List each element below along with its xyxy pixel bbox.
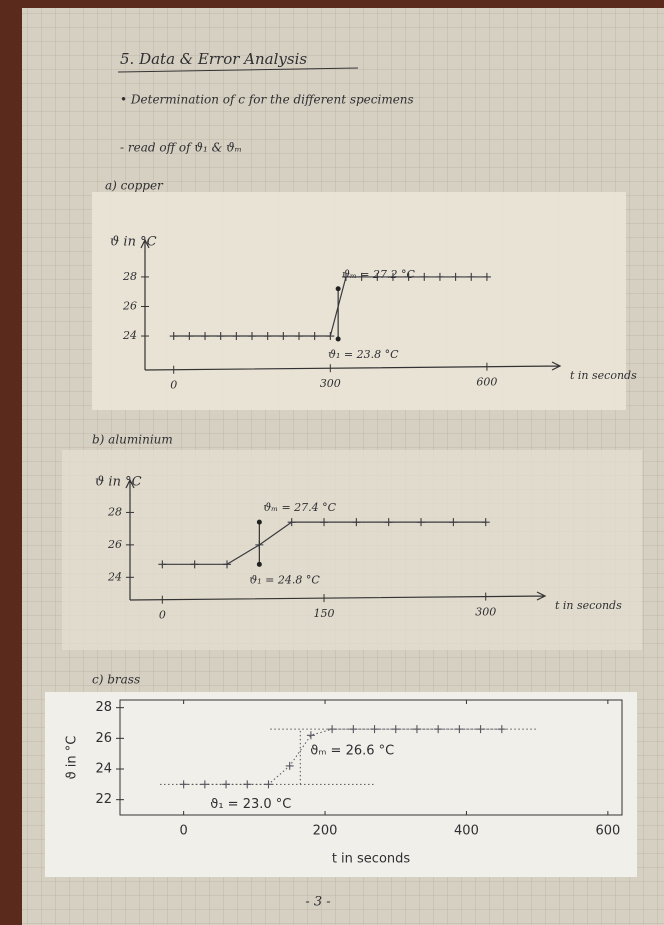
x-tick-label: 600 xyxy=(595,824,620,839)
y-tick-label: 26 xyxy=(107,538,122,551)
y-tick-label: 28 xyxy=(107,505,122,518)
y-tick-label: 26 xyxy=(122,299,137,312)
y-tick-label: 22 xyxy=(95,792,112,807)
x-tick-label: 0 xyxy=(170,379,177,392)
annotation: ϑₘ = 27.4 °C xyxy=(263,501,336,514)
y-axis-label: ϑ in °C xyxy=(65,736,80,780)
y-tick-label: 28 xyxy=(95,700,112,715)
pasted-sheet xyxy=(92,192,626,410)
x-tick-label: 300 xyxy=(320,377,341,390)
x-tick-label: 0 xyxy=(159,609,166,622)
y-tick-label: 28 xyxy=(122,270,137,283)
notebook-page: 5. Data & Error Analysis • Determination… xyxy=(0,0,664,925)
bullet: • Determination of c for the different s… xyxy=(120,93,414,107)
annotation: ϑₘ = 26.6 °C xyxy=(310,744,394,759)
pasted-sheet xyxy=(62,450,642,650)
x-tick-label: 400 xyxy=(454,824,479,839)
read-off-point xyxy=(257,562,262,567)
x-axis-label: t in seconds xyxy=(332,852,411,867)
annotation: ϑ₁ = 24.8 °C xyxy=(249,573,320,586)
y-axis-label: ϑ in °C xyxy=(95,475,142,490)
page: {"page": {"heading": "5. Data & Error An… xyxy=(0,0,664,925)
annotation: ϑ₁ = 23.8 °C xyxy=(328,348,399,361)
page-number: - 3 - xyxy=(305,895,330,910)
sub-bullet: - read off of ϑ₁ & ϑₘ xyxy=(120,141,242,155)
x-axis-label: t in seconds xyxy=(570,369,637,382)
annotation: ϑ₁ = 23.0 °C xyxy=(210,797,291,812)
heading: 5. Data & Error Analysis xyxy=(120,50,307,68)
x-tick-label: 200 xyxy=(313,824,338,839)
chart-title: c) brass xyxy=(92,673,140,687)
y-tick-label: 26 xyxy=(95,731,112,746)
chart-title: b) aluminium xyxy=(92,433,173,447)
x-tick-label: 150 xyxy=(314,607,335,620)
y-tick-label: 24 xyxy=(95,762,112,777)
x-tick-label: 300 xyxy=(475,606,496,619)
x-tick-label: 600 xyxy=(476,376,497,389)
y-tick-label: 24 xyxy=(107,570,122,583)
read-off-point xyxy=(336,336,341,341)
read-off-point xyxy=(257,520,262,525)
y-tick-label: 24 xyxy=(122,329,137,342)
x-tick-label: 0 xyxy=(179,824,187,839)
chart-title: a) copper xyxy=(105,179,164,193)
annotation: ϑₘ = 27.2 °C xyxy=(342,268,415,281)
read-off-point xyxy=(336,286,341,291)
x-axis-label: t in seconds xyxy=(555,599,622,612)
y-axis-label: ϑ in °C xyxy=(110,235,157,250)
